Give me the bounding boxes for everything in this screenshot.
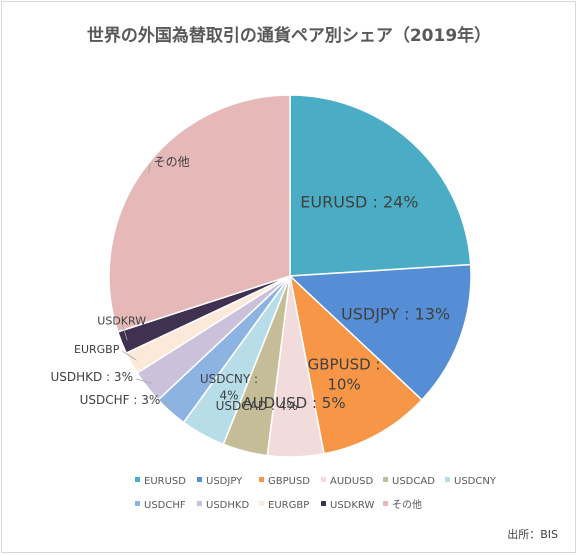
slice-label-usdcad: USDCAD : 4% (216, 399, 298, 413)
legend-label-usdkrw: USDKRW (330, 500, 374, 511)
legend-label-usdhkd: USDHKD (206, 500, 249, 511)
chart-title: 世界の外国為替取引の通貨ペア別シェア（2019年） (87, 25, 491, 46)
legend-swatch-usdcny (445, 477, 450, 482)
legend-swatch-gbpusd (259, 477, 264, 482)
legend: EURUSD USDJPY GBPUSD AUDUSD USDCAD USDCNY USDC… (135, 476, 497, 511)
slice-label-usdcny: 4% (219, 388, 238, 402)
slice-labels: EURUSD : 24% USDJPY : 13% GBPUSD : 10%AUDUS… (50, 155, 450, 413)
legend-label-usdcad: USDCAD (392, 476, 435, 487)
legend-swatch-audusd (321, 477, 326, 482)
slice-label-usdchf: USDCHF : 3% (80, 393, 161, 407)
slice-usdjpy (288, 263, 472, 401)
pie-slices (108, 94, 472, 458)
leader-line-usdkrw (121, 322, 128, 341)
slice-label-gbpusd: GBPUSD : (308, 355, 381, 373)
legend-swatch-usdjpy (197, 477, 202, 482)
legend-label-usdcny: USDCNY (454, 476, 497, 487)
legend-swatch-usdkrw (321, 501, 326, 506)
slice-gbpusd (288, 273, 424, 455)
leader-line-usdchf (163, 401, 175, 408)
slice-label-usdcny: USDCNY : (200, 372, 258, 386)
slice-other (108, 94, 291, 333)
legend-label-eurgbp: EURGBP (268, 500, 309, 511)
slice-label-usdjpy: USDJPY : 13% (341, 305, 450, 324)
legend-swatch-other (383, 501, 388, 506)
legend-swatch-eurusd (135, 477, 140, 482)
slice-label-eurusd: EURUSD : 24% (300, 193, 418, 212)
legend-label-other: その他 (392, 498, 422, 511)
legend-swatch-eurgbp (259, 501, 264, 506)
leader-line-usdhkd (135, 378, 152, 384)
legend-label-usdchf: USDCHF (144, 500, 186, 511)
leader-line-eurgbp (122, 350, 137, 361)
legend-swatch-usdcad (383, 477, 388, 482)
slice-eurusd (289, 94, 472, 277)
slice-label-usdhkd: USDHKD : 3% (50, 370, 132, 384)
slice-label-gbpusd: 10% (327, 376, 360, 394)
legend-label-audusd: AUDUSD (330, 476, 374, 487)
slice-label-audusd: AUDUSD : 5% (242, 394, 345, 412)
legend-label-usdjpy: USDJPY (206, 476, 243, 487)
slice-label-usdkrw: USDKRW (97, 314, 146, 327)
legend-label-gbpusd: GBPUSD (268, 476, 310, 487)
source-note: 出所：BIS (507, 527, 558, 541)
slice-label-other: その他 (154, 155, 190, 169)
legend-swatch-usdhkd (197, 501, 202, 506)
legend-swatch-usdchf (135, 501, 140, 506)
slice-label-eurgbp: EURGBP (74, 343, 120, 356)
legend-label-eurusd: EURUSD (144, 476, 186, 487)
leader-line-other (148, 163, 151, 174)
